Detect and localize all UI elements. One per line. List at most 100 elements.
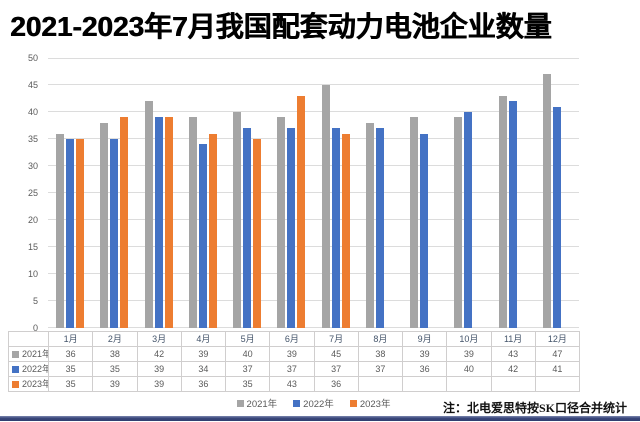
table-corner-cell (9, 332, 49, 347)
bar-2022年-5月 (243, 128, 252, 328)
bottom-band (0, 416, 640, 421)
data-table: 1月 2月 3月 4月 5月 6月 7月 8月 9月 10月 11月 12月 2021年 36 38 42 39… (8, 331, 580, 392)
legend-label: 2023年 (359, 399, 391, 410)
legend: 2021年 2022年 2023年 (48, 396, 579, 410)
month-header-1月: 1月 (49, 332, 94, 347)
table-value-2022年-7月: 37 (314, 362, 359, 377)
bar-2021年-12月 (542, 74, 551, 328)
bar-group-8月 (358, 58, 402, 328)
table-value-2023年-1月: 35 (49, 377, 94, 392)
bar-group-12月 (535, 58, 579, 328)
bar-2023年-4月 (208, 133, 217, 328)
bar-2023年-1月 (76, 139, 85, 328)
legend-key-icon-2021年 (12, 350, 19, 358)
row-header-label: 2021年 (22, 349, 49, 359)
table-value-2021年-7月: 45 (314, 347, 359, 362)
table-value-2021年-5月: 40 (226, 347, 271, 362)
bar-2022年-8月 (375, 128, 384, 328)
legend-key-icon-2023年 (12, 380, 19, 388)
table-value-2023年-7月: 36 (314, 377, 359, 392)
bar-2022年-6月 (287, 128, 296, 328)
table-value-2021年-6月: 39 (270, 347, 315, 362)
table-value-2021年-12月: 47 (535, 347, 580, 362)
y-tick-label-45: 45 (27, 80, 38, 90)
bar-2022年-3月 (154, 117, 163, 328)
bar-2023年-3月 (164, 117, 173, 328)
table-value-2021年-1月: 36 (49, 347, 94, 362)
table-value-2021年-4月: 39 (181, 347, 226, 362)
bar-2023年-7月 (341, 133, 350, 328)
gridline-10 (48, 273, 579, 274)
month-header-12月: 12月 (535, 332, 580, 347)
bar-group-3月 (137, 58, 181, 328)
bar-2021年-1月 (56, 133, 65, 328)
bar-group-6月 (269, 58, 313, 328)
bar-2023年-6月 (297, 95, 306, 328)
bar-2021年-5月 (233, 112, 242, 328)
legend-item-2021年: 2021年 (236, 396, 277, 410)
legend-label: 2022年 (303, 399, 334, 410)
bar-group-5月 (225, 58, 269, 328)
table-value-2023年-3月: 39 (137, 377, 182, 392)
table-value-2021年-8月: 38 (358, 347, 403, 362)
y-tick-label-50: 50 (27, 53, 38, 63)
table-value-2023年-9月 (403, 377, 448, 392)
footnote: 注：北电爱思特按SK口径合并统计 (442, 401, 627, 415)
y-axis-labels: 0 5 10 15 20 25 30 35 40 45 50 (0, 53, 42, 333)
table-value-2022年-11月: 42 (491, 362, 536, 377)
table-value-2022年-3月: 39 (137, 362, 182, 377)
legend-key-icon-2022年 (12, 365, 19, 373)
gridline-50 (48, 58, 579, 59)
table-value-2022年-6月: 37 (270, 362, 315, 377)
month-header-9月: 9月 (403, 332, 448, 347)
bar-group-2月 (92, 58, 136, 328)
y-tick-label-15: 15 (27, 242, 38, 252)
table-value-2023年-8月 (358, 377, 403, 392)
month-header-10月: 10月 (447, 332, 492, 347)
gridline-20 (48, 219, 579, 220)
table-value-2023年-2月: 39 (93, 377, 138, 392)
bar-2021年-8月 (365, 122, 374, 328)
bar-group-1月 (48, 58, 92, 328)
y-tick-label-5: 5 (32, 296, 38, 306)
month-header-3月: 3月 (137, 332, 182, 347)
legend-swatch-icon-2023年 (349, 399, 357, 407)
bar-2022年-11月 (508, 101, 517, 328)
month-header-6月: 6月 (270, 332, 315, 347)
table-value-2023年-10月 (447, 377, 492, 392)
y-tick-label-40: 40 (27, 107, 38, 117)
table-value-2022年-5月: 37 (226, 362, 271, 377)
gridline-40 (48, 111, 579, 112)
bar-group-4月 (181, 58, 225, 328)
month-header-11月: 11月 (491, 332, 536, 347)
table-value-2021年-2月: 38 (93, 347, 138, 362)
table-value-2023年-12月 (535, 377, 580, 392)
bar-2021年-2月 (100, 122, 109, 328)
bar-2022年-1月 (66, 139, 75, 328)
legend-item-2022年: 2022年 (293, 396, 334, 410)
row-header-2023年: 2023年 (9, 377, 49, 392)
bar-2021年-9月 (410, 117, 419, 328)
gridline-5 (48, 300, 579, 301)
y-tick-label-25: 25 (27, 188, 38, 198)
plot-area (48, 58, 579, 328)
gridline-25 (48, 192, 579, 193)
gridline-45 (48, 84, 579, 85)
row-header-2021年: 2021年 (9, 347, 49, 362)
bar-group-11月 (491, 58, 535, 328)
bar-2023年-2月 (120, 117, 129, 328)
y-tick-label-30: 30 (27, 161, 38, 171)
table-value-2021年-11月: 43 (491, 347, 536, 362)
month-header-2月: 2月 (93, 332, 138, 347)
month-header-8月: 8月 (358, 332, 403, 347)
y-tick-label-20: 20 (27, 215, 38, 225)
bar-2022年-7月 (331, 128, 340, 328)
bar-2021年-11月 (498, 95, 507, 328)
bar-2023年-5月 (253, 139, 262, 328)
table-value-2021年-3月: 42 (137, 347, 182, 362)
table-value-2021年-10月: 39 (447, 347, 492, 362)
bars (48, 58, 579, 328)
y-tick-label-0: 0 (32, 323, 38, 333)
row-header-label: 2022年 (22, 364, 49, 374)
